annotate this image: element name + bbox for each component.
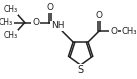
Text: O: O (32, 18, 39, 27)
Text: O: O (96, 11, 103, 20)
Text: CH₃: CH₃ (122, 27, 137, 35)
Text: NH: NH (51, 21, 65, 30)
Text: CH₃: CH₃ (0, 18, 13, 27)
Text: O: O (47, 3, 54, 12)
Text: O: O (110, 27, 117, 35)
Text: CH₃: CH₃ (3, 31, 17, 40)
Text: CH₃: CH₃ (3, 5, 17, 14)
Text: S: S (78, 65, 84, 75)
